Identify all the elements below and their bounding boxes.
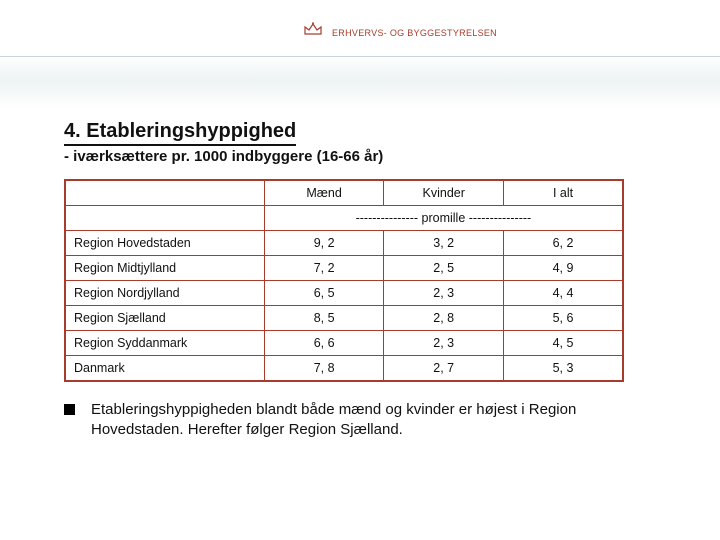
table-row-label: Region Nordjylland <box>65 281 264 306</box>
table-col-header: Kvinder <box>384 180 504 206</box>
table-cell: 2, 5 <box>384 256 504 281</box>
slide-content: 4. Etableringshyppighed - iværksættere p… <box>0 62 720 441</box>
table-cell: 4, 5 <box>504 331 623 356</box>
table-header-row: Mænd Kvinder I alt <box>65 180 623 206</box>
table-row: Region Syddanmark 6, 6 2, 3 4, 5 <box>65 331 623 356</box>
table-cell: 2, 8 <box>384 306 504 331</box>
table-cell: 5, 6 <box>504 306 623 331</box>
table-cell: 6, 6 <box>264 331 384 356</box>
bullet-square-icon <box>64 404 75 415</box>
table-row-label: Danmark <box>65 356 264 382</box>
data-table: Mænd Kvinder I alt --------------- promi… <box>64 179 624 382</box>
table-cell: 7, 2 <box>264 256 384 281</box>
table-row: Region Hovedstaden 9, 2 3, 2 6, 2 <box>65 231 623 256</box>
table-row: Danmark 7, 8 2, 7 5, 3 <box>65 356 623 382</box>
table-cell: 6, 2 <box>504 231 623 256</box>
table-cell: 2, 3 <box>384 331 504 356</box>
table-cell: 9, 2 <box>264 231 384 256</box>
table-row-label: Region Syddanmark <box>65 331 264 356</box>
crown-icon <box>300 22 326 44</box>
table-row: Region Sjælland 8, 5 2, 8 5, 6 <box>65 306 623 331</box>
table-row: Region Nordjylland 6, 5 2, 3 4, 4 <box>65 281 623 306</box>
table-cell: 2, 7 <box>384 356 504 382</box>
org-logo: ERHVERVS- OG BYGGESTYRELSEN <box>300 22 497 44</box>
table-unit-spacer <box>65 206 264 231</box>
table-row-label: Region Hovedstaden <box>65 231 264 256</box>
table-cell: 3, 2 <box>384 231 504 256</box>
table-cell: 7, 8 <box>264 356 384 382</box>
section-subtitle: - iværksættere pr. 1000 indbyggere (16-6… <box>64 148 656 165</box>
table-row: Region Midtjylland 7, 2 2, 5 4, 9 <box>65 256 623 281</box>
bullet-text: Etableringshyppigheden blandt både mænd … <box>91 400 644 441</box>
section-title: 4. Etableringshyppighed <box>64 120 296 146</box>
table-unit-row: --------------- promille --------------- <box>65 206 623 231</box>
table-cell: 6, 5 <box>264 281 384 306</box>
table-cell: 4, 4 <box>504 281 623 306</box>
table-row-label: Region Sjælland <box>65 306 264 331</box>
table-col-header: Mænd <box>264 180 384 206</box>
table-cell: 4, 9 <box>504 256 623 281</box>
table-row-label: Region Midtjylland <box>65 256 264 281</box>
table-cell: 8, 5 <box>264 306 384 331</box>
table-cell: 5, 3 <box>504 356 623 382</box>
table-unit-cell: --------------- promille --------------- <box>264 206 623 231</box>
org-name: ERHVERVS- OG BYGGESTYRELSEN <box>332 28 497 38</box>
bullet-block: Etableringshyppigheden blandt både mænd … <box>64 400 644 441</box>
table-col-header: I alt <box>504 180 623 206</box>
table-cell: 2, 3 <box>384 281 504 306</box>
slide-header: ERHVERVS- OG BYGGESTYRELSEN <box>0 0 720 62</box>
table-corner-cell <box>65 180 264 206</box>
header-divider <box>0 56 720 57</box>
